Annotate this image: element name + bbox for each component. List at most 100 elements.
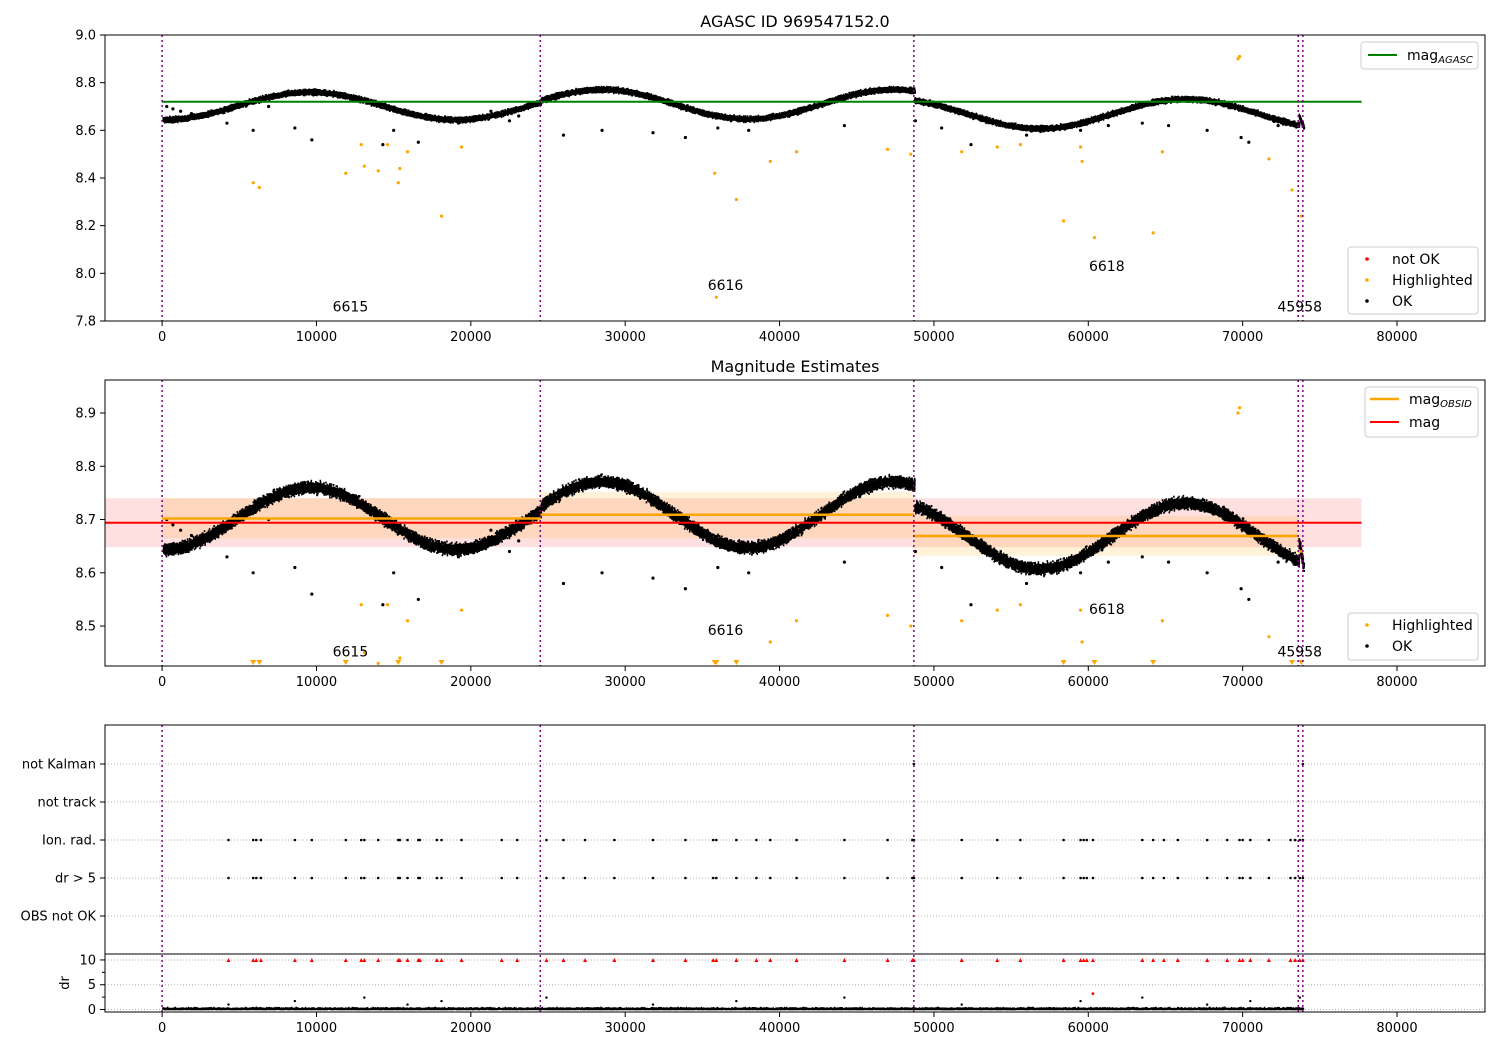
highlighted-point — [995, 145, 999, 149]
dr-offscale-marker — [583, 957, 588, 962]
ok-outlier-point — [456, 121, 461, 125]
ok-outlier-point — [651, 576, 655, 580]
not-kalman-flag-point — [1301, 762, 1305, 766]
magnitude-panel-frame — [104, 379, 1486, 667]
dr-gt-5-flag-point — [1062, 876, 1065, 880]
highlighted-point — [1236, 411, 1240, 415]
legend-ok: OK — [1392, 294, 1413, 310]
y-tick-label: 8.5 — [75, 620, 96, 635]
ion-rad-flag-point — [1151, 838, 1155, 842]
magnitude-estimates-panel: Magnitude Estimates 6615 6616 6618 45958 0 1… — [75, 357, 1486, 690]
dr-gt-5-flag-point — [1241, 876, 1244, 880]
highlighted-point — [459, 608, 464, 612]
x-tick-label: 60000 — [1068, 330, 1109, 345]
ion-rad-flag-point — [406, 838, 409, 842]
ion-rad-flag-point — [1085, 838, 1089, 842]
ok-outlier-point — [1140, 121, 1144, 125]
dr-outlier-point — [1141, 996, 1144, 999]
dr-gt-5-flag-point — [886, 876, 889, 880]
ok-outlier-point — [517, 114, 521, 118]
ion-rad-flag-point — [583, 838, 587, 842]
dr-outlier-point — [843, 996, 846, 999]
dr-offscale-marker — [1081, 957, 1086, 962]
ion-rad-flag-point — [711, 838, 715, 842]
dr-offscale-marker — [1300, 957, 1305, 962]
dr-offscale-marker — [1205, 957, 1210, 962]
highlighted-point — [439, 214, 444, 218]
legend-subscript-obsid: OBSID — [1440, 399, 1472, 410]
highlighted-offscale-marker — [1150, 660, 1157, 665]
svg-text:magAGASC: magAGASC — [1407, 48, 1473, 66]
x-tick-label: 30000 — [605, 330, 646, 345]
ok-outlier-point — [1024, 581, 1029, 586]
dr-gt-5-flag-point — [545, 876, 548, 880]
dr-offscale-marker — [343, 957, 348, 962]
highlighted-point — [713, 171, 717, 175]
ion-rad-flag-point — [1079, 838, 1082, 842]
ok-outlier-point — [310, 592, 314, 596]
highlighted-offscale-marker — [713, 660, 720, 665]
ion-rad-flag-point — [769, 838, 772, 842]
dr-gt-5-flag-point — [711, 876, 715, 880]
ion-rad-flag-point — [1141, 838, 1144, 842]
ion-rad-flag-point — [562, 838, 565, 842]
dr-gt-5-flag-point — [1082, 876, 1085, 880]
ion-rad-flag-point — [1289, 838, 1292, 842]
x-tick-label: 30000 — [605, 675, 646, 690]
highlighted-point — [385, 143, 390, 147]
legend-highlighted-2: Highlighted — [1392, 618, 1473, 634]
dr-offscale-marker — [734, 957, 739, 962]
y-tick-label: 8.7 — [75, 513, 96, 528]
ion-rad-flag-point — [795, 838, 798, 842]
flag-row-label: OBS not OK — [21, 910, 97, 925]
ion-rad-flag-point — [418, 838, 422, 842]
legend-label-mag-agasc: mag — [1407, 48, 1438, 64]
highlighted-point — [362, 164, 366, 168]
dr-outlier-point — [363, 996, 366, 999]
highlighted-point — [459, 145, 464, 149]
ion-rad-flag-point — [293, 838, 297, 842]
dr-offscale-marker — [612, 957, 617, 962]
ok-outlier-point — [517, 539, 521, 543]
dr-gt-5-flag-point — [310, 876, 314, 880]
x-tick-label: 80000 — [1376, 1021, 1417, 1036]
ok-outlier-point — [842, 123, 846, 128]
highlighted-point — [1078, 145, 1083, 149]
dr-offscale-marker — [1151, 957, 1156, 962]
ok-outlier-point — [179, 109, 183, 113]
ion-rad-flag-point — [1238, 838, 1241, 842]
dr-tick-label: 10 — [79, 953, 96, 968]
ion-rad-flag-point — [515, 838, 519, 842]
ion-rad-flag-point — [460, 838, 463, 842]
magnitude-legend-bottom: Highlighted OK — [1347, 612, 1479, 661]
obsid-annotation: 45958 — [1277, 299, 1322, 315]
ion-rad-flag-point — [755, 838, 758, 842]
y-tick-label: 8.6 — [75, 124, 96, 139]
dr-gt-5-flag-point — [293, 876, 297, 880]
agasc-legend-bottom: not OK Highlighted OK — [1347, 246, 1479, 315]
ok-outlier-point — [747, 128, 751, 132]
highlighted-point — [1061, 219, 1066, 223]
dr-offscale-marker — [439, 957, 444, 962]
ion-rad-flag-point — [500, 838, 504, 842]
dr-gt-5-flag-point — [583, 876, 587, 880]
ok-outlier-point — [1247, 140, 1251, 144]
ok-outlier-point — [716, 126, 720, 130]
ion-rad-flag-point — [254, 838, 258, 842]
y-tick-label: 8.8 — [75, 76, 96, 91]
highlighted-point — [359, 603, 363, 607]
ok-outlier-point — [1060, 565, 1064, 570]
agasc-panel-frame — [104, 34, 1486, 322]
flag-row-label: not track — [37, 796, 96, 811]
ion-rad-flag-point — [363, 838, 366, 842]
highlighted-offscale-marker — [256, 660, 263, 665]
dr-offscale-marker — [226, 957, 231, 962]
dr-gt-5-flag-point — [912, 876, 916, 880]
ok-outlier-point — [189, 112, 194, 116]
highlighted-offscale-marker — [250, 660, 257, 665]
dr-gt-5-flag-point — [344, 876, 348, 880]
highlighted-point — [1092, 235, 1097, 240]
ion-rad-flag-point — [651, 838, 655, 842]
dr-gt-5-flag-point — [435, 876, 439, 880]
